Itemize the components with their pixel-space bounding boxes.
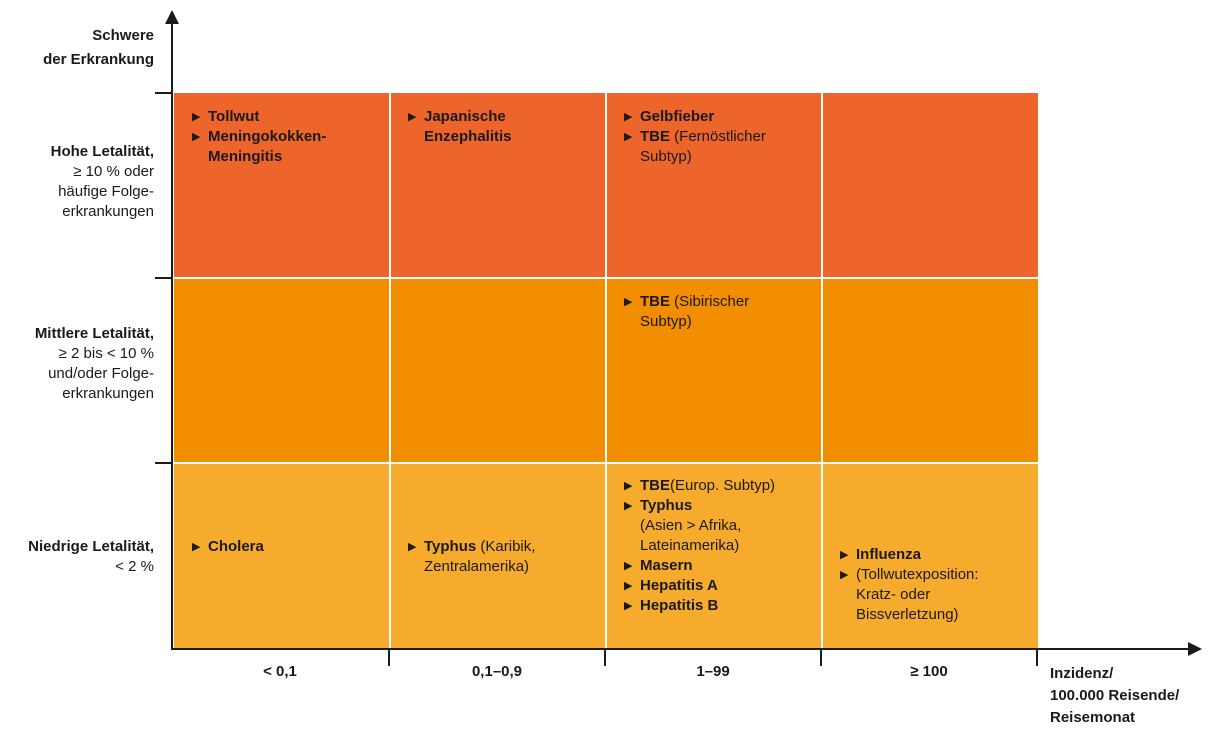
bullet-triangle-icon: ▶ <box>408 111 417 123</box>
disease-item: ▶ Cholera <box>190 537 390 557</box>
bullet-triangle-icon: ▶ <box>624 111 633 123</box>
x-tick <box>1036 648 1038 666</box>
x-axis-title: Inzidenz/ 100.000 Reisende/ Reisemonat <box>1050 663 1179 729</box>
disease-item: ▶ TBE(Europ. Subtyp) <box>622 476 822 496</box>
bullet-triangle-icon: ▶ <box>840 569 849 581</box>
disease-item: ▶ Japanische Enzephalitis <box>406 107 606 147</box>
disease-item: ▶ Influenza <box>838 545 1038 565</box>
row-label-sub: erkrankungen <box>62 203 154 220</box>
bullet-triangle-icon: ▶ <box>192 541 201 553</box>
x-axis-title-line: Reisemonat <box>1050 709 1136 726</box>
bullet-triangle-icon: ▶ <box>192 131 201 143</box>
disease-item: ▶ Tollwut <box>190 107 390 127</box>
x-axis-title-line: Inzidenz/ <box>1050 665 1114 682</box>
disease-detail: (Sibirischer Subtyp) <box>640 293 750 330</box>
severity-incidence-grid: ▶ Tollwut ▶ Meningokokken- Meningitis ▶ Japan… <box>174 93 1038 648</box>
y-tick <box>155 462 172 464</box>
cell-high-c2: ▶ Japanische Enzephalitis <box>406 107 606 147</box>
disease-detail: (Europ. Subtyp) <box>670 477 776 494</box>
grid-divider <box>389 93 391 648</box>
x-tick <box>388 648 390 666</box>
bullet-triangle-icon: ▶ <box>624 131 633 143</box>
disease-name: Japanische Enzephalitis <box>424 108 512 145</box>
disease-item: ▶ TBE (Sibirischer Subtyp) <box>622 292 822 332</box>
row-label-sub: erkrankungen <box>62 385 154 402</box>
disease-name: Gelbfieber <box>640 108 715 125</box>
disease-item: ▶ Masern <box>622 556 822 576</box>
disease-name: Typhus <box>424 538 477 555</box>
x-label: 1–99 <box>696 663 730 680</box>
bullet-triangle-icon: ▶ <box>408 541 417 553</box>
grid-divider <box>605 93 607 648</box>
disease-name: Hepatitis A <box>640 577 718 594</box>
disease-name: TBE <box>640 128 670 145</box>
row-label-main: Niedrige Letalität, <box>28 538 154 555</box>
disease-name: Cholera <box>208 538 264 555</box>
cell-high-c3: ▶ Gelbfieber ▶ TBE (Fernöstlicher Subtyp) <box>622 107 822 167</box>
disease-detail: (Karibik, Zentralamerika) <box>424 538 536 575</box>
y-tick <box>155 277 172 279</box>
row-label-high: Hohe Letalität, ≥ 10 % oder häufige Folg… <box>0 142 154 222</box>
bullet-triangle-icon: ▶ <box>624 480 633 492</box>
row-label-sub: ≥ 10 % oder <box>73 163 154 180</box>
x-label: < 0,1 <box>263 663 297 680</box>
bullet-triangle-icon: ▶ <box>624 560 633 572</box>
disease-item: ▶ (Tollwutexposition: Kratz- oder Bissverle… <box>838 565 1038 625</box>
x-axis-arrow-icon <box>1188 642 1202 656</box>
disease-item: ▶ Meningokokken- Meningitis <box>190 127 390 167</box>
row-label-mid: Mittlere Letalität, ≥ 2 bis < 10 % und/o… <box>0 324 154 404</box>
disease-item: ▶ Typhus (Asien > Afrika, Lateinamerika) <box>622 496 822 556</box>
disease-name: TBE <box>640 293 670 310</box>
x-axis-title-line: 100.000 Reisende/ <box>1050 687 1180 704</box>
y-axis-arrow-icon <box>165 10 179 24</box>
row-label-main: Mittlere Letalität, <box>34 325 154 342</box>
x-axis <box>171 648 1189 650</box>
cell-high-c1: ▶ Tollwut ▶ Meningokokken- Meningitis <box>190 107 390 167</box>
disease-name: Masern <box>640 557 693 574</box>
bullet-triangle-icon: ▶ <box>192 111 201 123</box>
row-label-low: Niedrige Letalität, < 2 % <box>0 537 154 577</box>
x-label: ≥ 100 <box>910 663 948 680</box>
row-label-sub: und/oder Folge- <box>48 365 154 382</box>
disease-name: Hepatitis B <box>640 597 719 614</box>
bullet-triangle-icon: ▶ <box>624 296 633 308</box>
cell-mid-c3: ▶ TBE (Sibirischer Subtyp) <box>622 292 822 332</box>
x-tick <box>820 648 822 666</box>
disease-name: Meningokokken- Meningitis <box>208 128 327 165</box>
bullet-triangle-icon: ▶ <box>840 549 849 561</box>
disease-name: Influenza <box>856 546 922 563</box>
disease-item: ▶ Typhus (Karibik, Zentralamerika) <box>406 537 606 577</box>
disease-item: ▶ Gelbfieber <box>622 107 822 127</box>
row-label-sub: < 2 % <box>115 558 154 575</box>
x-label: 0,1–0,9 <box>471 663 523 680</box>
disease-item: ▶ Hepatitis A <box>622 576 822 596</box>
row-label-sub: ≥ 2 bis < 10 % <box>58 345 154 362</box>
disease-detail: (Tollwutexposition: Kratz- oder Bissverlet… <box>856 566 979 623</box>
bullet-triangle-icon: ▶ <box>624 580 633 592</box>
y-axis-title-line: der Erkrankung <box>43 51 154 68</box>
cell-low-c1: ▶ Cholera <box>190 537 390 557</box>
grid-divider <box>821 93 823 648</box>
y-tick <box>155 92 172 94</box>
cell-low-c2: ▶ Typhus (Karibik, Zentralamerika) <box>406 537 606 577</box>
disease-name: Typhus <box>640 497 693 514</box>
cell-low-c4: ▶ Influenza ▶ (Tollwutexposition: Kratz- ode… <box>838 545 1038 625</box>
disease-detail: (Asien > Afrika, Lateinamerika) <box>640 517 742 554</box>
y-axis <box>171 20 173 650</box>
cell-low-c3: ▶ TBE(Europ. Subtyp) ▶ Typhus (Asien > Afrik… <box>622 476 822 616</box>
row-label-sub: häufige Folge- <box>58 183 154 200</box>
disease-item: ▶ TBE (Fernöstlicher Subtyp) <box>622 127 822 167</box>
y-axis-title: Schwere der Erkrankung <box>20 24 154 72</box>
row-label-main: Hohe Letalität, <box>50 143 154 160</box>
x-tick <box>604 648 606 666</box>
bullet-triangle-icon: ▶ <box>624 600 633 612</box>
y-axis-title-line: Schwere <box>92 27 154 44</box>
disease-detail: (Fernöstlicher Subtyp) <box>640 128 766 165</box>
disease-name: Tollwut <box>208 108 260 125</box>
disease-name: TBE <box>640 477 670 494</box>
disease-item: ▶ Hepatitis B <box>622 596 822 616</box>
bullet-triangle-icon: ▶ <box>624 500 633 512</box>
